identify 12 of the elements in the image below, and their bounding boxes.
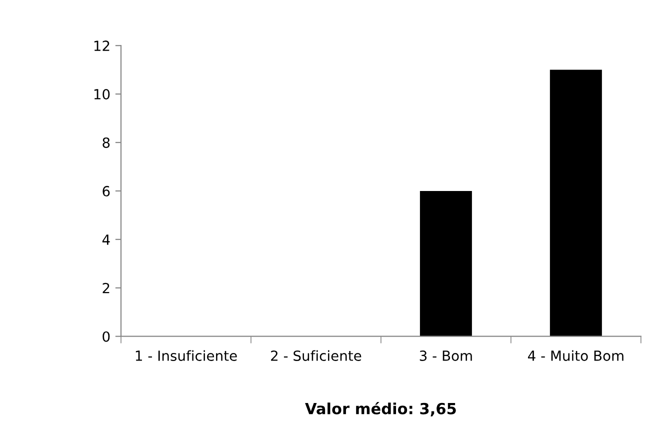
y-tick-label: 8: [102, 137, 110, 148]
x-axis-title: Valor médio: 3,65: [305, 402, 456, 416]
y-tick-label: 2: [102, 282, 110, 294]
x-tick-label: 1 - Insuficiente: [136, 350, 237, 361]
x-tick-label: 4 - Muito Bom: [528, 350, 624, 361]
y-tick-label: 6: [102, 186, 110, 196]
y-tick-label: 12: [94, 40, 110, 51]
x-tick-label: 2 - Suficiente: [271, 350, 362, 361]
y-tick-label: 10: [94, 89, 110, 100]
y-tick-label: 0: [102, 331, 110, 342]
y-tick-label: 4: [102, 234, 110, 245]
x-tick-label: 3 - Bom: [420, 350, 472, 361]
